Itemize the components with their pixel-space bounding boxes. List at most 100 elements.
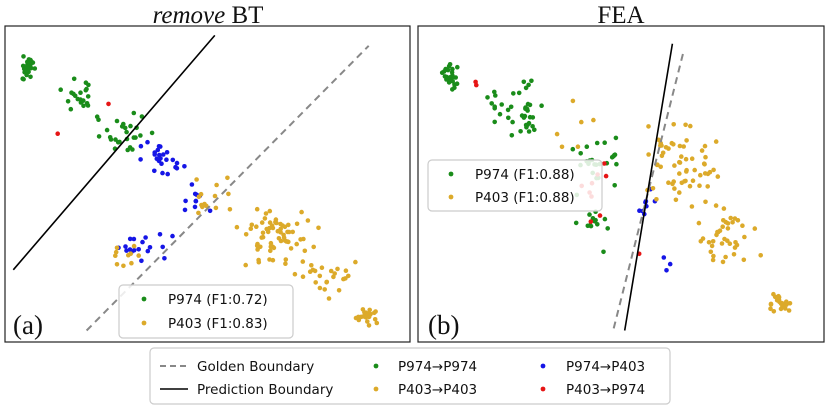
bottom-legend: Golden Boundary Prediction Boundary P974…: [149, 347, 671, 405]
point-b: [155, 147, 161, 153]
point-y: [687, 183, 693, 189]
point-b: [154, 156, 160, 161]
point-g: [124, 129, 129, 135]
point-g: [492, 89, 497, 95]
point-g: [523, 85, 529, 91]
point-y: [273, 220, 279, 225]
point-y: [717, 228, 723, 233]
point-y: [715, 174, 721, 179]
point-g: [602, 140, 607, 145]
point-y: [679, 154, 684, 159]
point-y: [720, 259, 726, 265]
point-g: [527, 114, 533, 120]
point-g: [511, 91, 516, 96]
point-y: [711, 253, 716, 259]
point-y: [317, 285, 323, 291]
point-y: [713, 203, 719, 208]
point-y: [710, 257, 716, 263]
point-g: [68, 106, 74, 112]
point-b: [193, 198, 199, 204]
point-g: [539, 103, 544, 108]
point-y: [740, 223, 745, 228]
point-y: [288, 246, 294, 251]
point-y: [121, 263, 126, 269]
point-y: [213, 205, 219, 211]
point-g: [530, 124, 535, 129]
point-y: [356, 314, 361, 320]
panel-a-points: [20, 54, 380, 328]
point-y: [322, 287, 328, 292]
point-y: [646, 152, 651, 157]
point-g: [28, 74, 33, 80]
point-b: [136, 247, 141, 252]
point-y: [650, 186, 656, 191]
bottom-legend-c4: P403→P974: [566, 382, 645, 398]
point-y: [705, 171, 711, 177]
point-y: [269, 223, 275, 228]
panel-b-legend: P974 (F1:0.88) P403 (F1:0.88): [427, 159, 603, 212]
point-b: [152, 150, 157, 155]
point-g: [526, 129, 532, 134]
point-y: [290, 229, 296, 235]
point-y: [570, 98, 576, 104]
point-y: [671, 179, 676, 184]
point-y: [663, 145, 669, 150]
point-y: [300, 274, 306, 280]
point-y: [283, 261, 288, 267]
point-g: [441, 69, 447, 74]
point-y: [113, 253, 118, 258]
point-g: [58, 87, 63, 92]
point-y: [692, 167, 697, 173]
point-g: [602, 216, 608, 222]
point-r: [588, 219, 594, 224]
point-y: [671, 142, 676, 147]
point-b: [667, 261, 673, 267]
point-g: [446, 80, 452, 85]
point-y: [212, 193, 218, 199]
point-b: [123, 244, 128, 249]
panel-b-prediction-boundary: [623, 43, 674, 331]
point-y: [286, 222, 291, 228]
point-g: [525, 108, 530, 113]
point-y: [768, 302, 774, 307]
point-y: [758, 253, 763, 258]
point-g: [519, 113, 525, 118]
point-b: [207, 208, 213, 214]
point-g: [570, 146, 576, 152]
point-y: [677, 160, 683, 165]
panel-a-legend-p974: P974 (F1:0.72): [168, 292, 268, 308]
point-y: [732, 216, 738, 221]
point-g: [442, 74, 448, 79]
point-b: [145, 248, 151, 254]
panel-b-plot: [439, 43, 793, 331]
point-y: [575, 144, 581, 149]
point-y: [709, 243, 715, 249]
point-y: [677, 190, 682, 195]
point-y: [703, 199, 708, 205]
point-r: [602, 161, 607, 166]
panel-a-frame: [4, 25, 411, 343]
point-r: [55, 131, 60, 136]
point-g: [454, 81, 460, 86]
point-y: [721, 218, 726, 223]
point-g: [113, 137, 118, 142]
panel-a-plot: [12, 34, 380, 332]
point-g: [30, 60, 36, 65]
point-y: [787, 301, 793, 306]
point-y: [253, 224, 259, 229]
point-g: [595, 222, 600, 227]
point-g: [69, 90, 74, 95]
point-y: [683, 178, 688, 184]
point-g: [613, 135, 619, 141]
panel-a-legend: P974 (F1:0.72) P403 (F1:0.83): [118, 284, 294, 339]
point-g: [516, 90, 522, 96]
point-g: [117, 139, 122, 145]
point-g: [518, 129, 523, 134]
point-y: [300, 259, 306, 264]
point-g: [505, 107, 511, 113]
point-g: [510, 119, 515, 125]
point-y: [719, 241, 725, 246]
point-g: [121, 121, 126, 127]
point-y: [673, 197, 679, 203]
